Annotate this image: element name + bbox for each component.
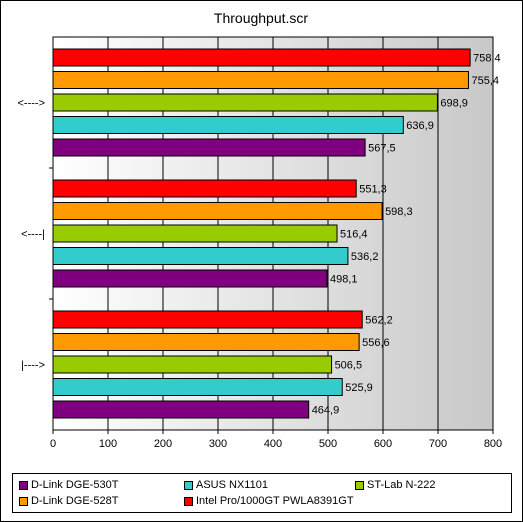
data-label: 551,3 [359, 184, 387, 196]
x-tick-label: 600 [374, 438, 392, 450]
legend-item: D-Link DGE-530T [19, 479, 118, 492]
x-tick-label: 400 [264, 438, 282, 450]
legend-label: D-Link DGE-528T [31, 495, 119, 507]
bar [52, 247, 349, 265]
bar [52, 202, 383, 220]
bar [52, 400, 310, 419]
data-label: 556,6 [362, 337, 390, 349]
legend-label: D-Link DGE-530T [31, 479, 119, 491]
x-tick-label: 500 [319, 438, 337, 450]
legend-label: ASUS NX1101 [196, 479, 268, 491]
bar [52, 179, 357, 198]
data-label: 636,9 [406, 120, 434, 132]
data-label: 598,3 [385, 206, 413, 218]
data-label: 755,4 [471, 75, 499, 87]
legend-item: ST-Lab N-222 [355, 479, 435, 492]
x-tick-label: 200 [154, 438, 172, 450]
data-label: 562,2 [365, 315, 393, 327]
legend: D-Link DGE-530T ASUS NX1101 ST-Lab N-222 D-… [12, 473, 512, 513]
x-tick-label: 100 [99, 438, 117, 450]
legend-swatch [184, 497, 193, 506]
bar [52, 48, 471, 67]
bar [52, 269, 328, 288]
x-tick-label: 0 [50, 438, 56, 450]
chart-svg: Throughput.scr 0 100 200 300 400 500 600 700 800… [18, 10, 503, 450]
data-label: 698,9 [440, 98, 468, 110]
data-label: 758,4 [473, 53, 501, 65]
x-tick-label: 800 [484, 438, 502, 450]
x-tick-label: 700 [429, 438, 447, 450]
bar [52, 310, 363, 329]
data-label: 498,1 [330, 274, 358, 286]
data-label: 525,9 [345, 382, 373, 394]
legend-swatch [355, 481, 364, 490]
bar [52, 224, 338, 243]
chart-title: Throughput.scr [214, 10, 308, 26]
legend-swatch [19, 481, 28, 490]
bar [52, 333, 360, 351]
legend-swatch [184, 481, 193, 490]
data-label: 506,5 [335, 360, 363, 372]
legend-item: D-Link DGE-528T [19, 495, 118, 508]
bar [52, 378, 343, 396]
y-category-label: <----> [18, 98, 46, 110]
legend-swatch [19, 497, 28, 506]
data-label: 516,4 [340, 229, 368, 241]
bar [52, 116, 404, 134]
data-label: 464,9 [312, 405, 340, 417]
y-category-label: <----| [21, 229, 45, 241]
legend-label: Intel Pro/1000GT PWLA8391GT [196, 495, 354, 507]
legend-label: ST-Lab N-222 [367, 479, 436, 491]
plot-area: 0 100 200 300 400 500 600 700 800 <----> 758,4 755,… [18, 36, 502, 450]
x-tick-label: 300 [209, 438, 227, 450]
legend-item: Intel Pro/1000GT PWLA8391GT [184, 495, 354, 508]
bar [52, 138, 366, 157]
y-category-label: |----> [21, 360, 45, 372]
bar [52, 355, 333, 374]
bar [52, 71, 469, 89]
data-label: 536,2 [351, 251, 379, 263]
legend-item: ASUS NX1101 [184, 479, 268, 492]
bar [52, 93, 438, 112]
data-label: 567,5 [368, 143, 396, 155]
